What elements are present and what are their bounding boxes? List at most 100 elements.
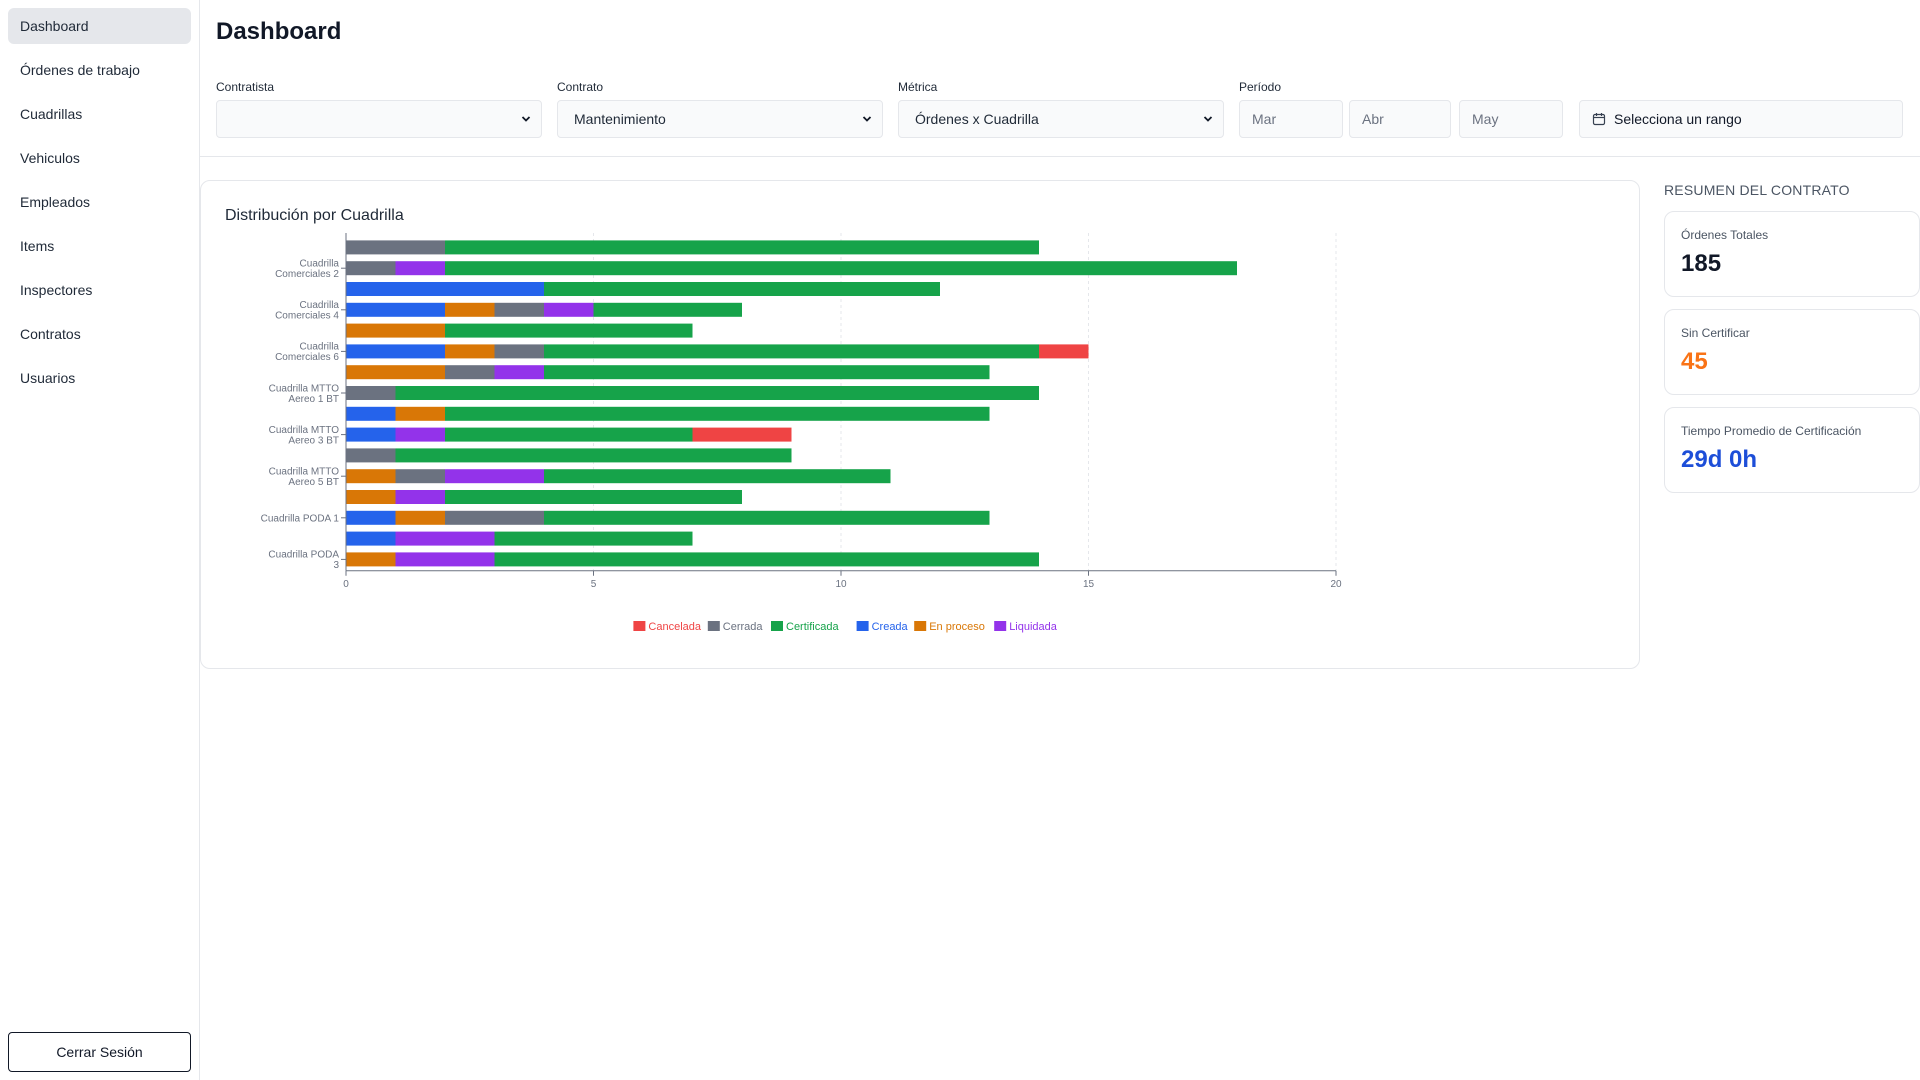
filter-label: Contrato [557, 80, 604, 94]
legend-swatch-cancelada [633, 621, 646, 631]
page-title: Dashboard [216, 18, 342, 45]
legend-swatch-liquidada [994, 621, 1007, 631]
sidebar-item-items[interactable]: Items [20, 238, 55, 254]
bar-segment-cerrada [395, 469, 445, 484]
bar-segment-en-proceso [445, 302, 495, 317]
bar-segment-certificada [544, 365, 990, 380]
bar-segment-certificada [445, 240, 1039, 255]
chevron-down-icon [521, 116, 531, 122]
bar-segment-liquidada [395, 552, 495, 567]
bar-segment-certificada [544, 510, 990, 525]
bar-segment-certificada [395, 386, 1039, 400]
bar-segment-creada [346, 344, 445, 359]
bar-segment-cerrada [494, 344, 544, 359]
sidebar-item-cuadrillas[interactable]: Cuadrillas [20, 106, 83, 122]
summary-heading: RESUMEN DEL CONTRATO [1664, 182, 1850, 198]
filter-periodo-2: Abr [1349, 80, 1451, 138]
filter-contratista: Contratista [216, 80, 542, 138]
sidebar-item-contratos[interactable]: Contratos [20, 326, 81, 342]
filter-periodo: Período Mar [1239, 80, 1343, 138]
x-tick-label: 15 [1083, 579, 1095, 590]
bar-segment-liquidada [544, 302, 594, 317]
bar-segment-liquidada [395, 490, 445, 504]
bar-segment-cerrada [346, 448, 396, 463]
bar-segment-liquidada [395, 531, 495, 546]
sidebar-item-ordenes[interactable]: Órdenes de trabajo [20, 62, 140, 78]
sidebar-item-empleados[interactable]: Empleados [20, 194, 91, 210]
sidebar-item-dashboard[interactable]: Dashboard [8, 8, 191, 44]
filter-rango: Selecciona un rango [1579, 80, 1903, 138]
bar-segment-en-proceso [395, 510, 445, 525]
y-tick-label: Aereo 1 BT [288, 394, 339, 405]
bar-segment-en-proceso [346, 552, 396, 567]
legend-label-liquidada: Liquidada [1009, 621, 1058, 633]
x-tick-label: 10 [835, 579, 847, 590]
bar-segment-cerrada [346, 386, 396, 400]
bar-segment-certificada [445, 427, 693, 442]
period-month-3[interactable]: May [1459, 100, 1563, 138]
legend-swatch-certificada [771, 621, 783, 631]
logout-button[interactable]: Cerrar Sesión [8, 1032, 191, 1072]
y-tick-label: Cuadrilla [300, 300, 340, 311]
metrica-select[interactable]: Órdenes x Cuadrilla [898, 100, 1224, 138]
calendar-icon [1592, 113, 1606, 126]
bar-segment-creada [346, 282, 544, 296]
bar-segment-certificada [445, 406, 990, 421]
divider [200, 156, 1920, 157]
date-range-button[interactable]: Selecciona un rango [1579, 100, 1903, 138]
bar-segment-creada [346, 427, 396, 442]
stat-label: Órdenes Totales [1681, 228, 1769, 242]
filter-label: Contratista [216, 80, 275, 94]
bar-segment-cerrada [346, 240, 445, 255]
legend-label-cerrada: Cerrada [723, 621, 764, 633]
bar-segment-certificada [445, 323, 693, 338]
sidebar: Dashboard Órdenes de trabajo Cuadrillas … [0, 0, 200, 1080]
bar-segment-liquidada [445, 469, 544, 484]
filter-contrato: Contrato Mantenimiento [557, 80, 883, 138]
bar-segment-en-proceso [395, 406, 445, 421]
bar-segment-certificada [445, 261, 1237, 276]
bar-segment-cerrada [494, 302, 544, 317]
contrato-select[interactable]: Mantenimiento [557, 100, 883, 138]
filter-label: Período [1239, 80, 1282, 94]
y-tick-label: Cuadrilla MTTO [269, 425, 340, 436]
filter-periodo-3: May [1459, 80, 1563, 138]
bar-segment-en-proceso [346, 490, 396, 504]
x-tick-label: 0 [343, 579, 349, 590]
chart-title: Distribución por Cuadrilla [225, 207, 404, 224]
bar-segment-certificada [544, 344, 1039, 359]
period-month-2[interactable]: Abr [1349, 100, 1451, 138]
sidebar-item-inspectores[interactable]: Inspectores [20, 282, 93, 298]
sidebar-item-vehiculos[interactable]: Vehiculos [20, 150, 80, 166]
stat-label: Tiempo Promedio de Certificación [1681, 424, 1862, 438]
bar-segment-certificada [544, 282, 940, 296]
y-tick-label: Cuadrilla [300, 342, 340, 353]
legend-label-en-proceso: En proceso [929, 621, 985, 633]
y-tick-label: Cuadrilla PODA 1 [261, 513, 340, 524]
bar-segment-creada [346, 302, 445, 317]
y-tick-label: Comerciales 6 [275, 352, 339, 363]
x-tick-label: 20 [1330, 579, 1342, 590]
stat-card-sin-certificar: Sin Certificar 45 [1664, 309, 1920, 395]
contratista-select[interactable] [216, 100, 542, 138]
y-tick-label: Cuadrilla MTTO [269, 466, 340, 477]
period-month-1[interactable]: Mar [1239, 100, 1343, 138]
filters-bar: Contratista Contrato Mantenimiento Métri… [216, 80, 1920, 140]
y-tick-label: Aereo 3 BT [288, 435, 339, 446]
filter-metrica: Métrica Órdenes x Cuadrilla [898, 80, 1224, 138]
bar-segment-creada [346, 510, 396, 525]
select-value: Mantenimiento [574, 111, 666, 127]
bar-segment-certificada [445, 490, 742, 504]
sidebar-item-usuarios[interactable]: Usuarios [20, 370, 76, 386]
legend-swatch-cerrada [707, 621, 720, 631]
bar-segment-cerrada [445, 510, 544, 525]
bar-segment-en-proceso [346, 323, 445, 338]
bar-segment-certificada [395, 448, 792, 463]
select-value: Órdenes x Cuadrilla [915, 111, 1039, 127]
date-range-label: Selecciona un rango [1614, 111, 1742, 127]
sidebar-nav: Dashboard Órdenes de trabajo Cuadrillas … [8, 8, 191, 396]
y-tick-label: 3 [333, 560, 339, 571]
bar-segment-liquidada [395, 261, 445, 276]
stat-card-tiempo-promedio: Tiempo Promedio de Certificación 29d 0h [1664, 407, 1920, 493]
